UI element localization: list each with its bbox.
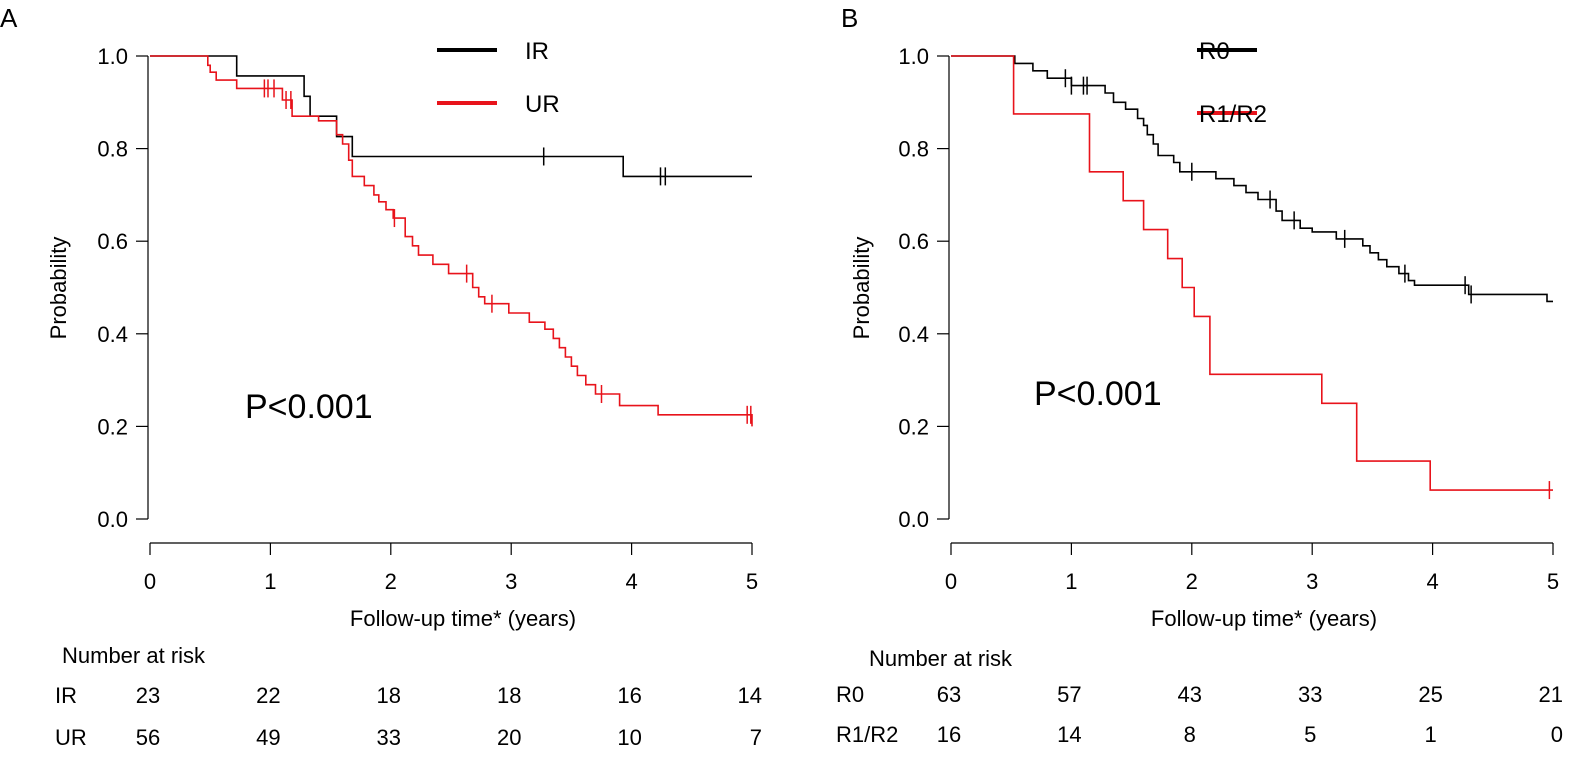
x-tick-label: 4 xyxy=(625,569,637,594)
panel-label: A xyxy=(0,3,18,33)
x-tick-label: 5 xyxy=(746,569,758,594)
x-tick-label: 2 xyxy=(1186,569,1198,594)
km-curve-r1-r2 xyxy=(951,55,1553,491)
risk-count: 16 xyxy=(937,722,961,747)
risk-count: 49 xyxy=(256,725,280,750)
x-tick-label: 5 xyxy=(1547,569,1559,594)
y-tick-label: 1.0 xyxy=(898,44,929,69)
risk-count: 8 xyxy=(1184,722,1196,747)
risk-count: 14 xyxy=(738,683,762,708)
risk-count: 33 xyxy=(377,725,401,750)
risk-count: 63 xyxy=(937,682,961,707)
y-axis-title: Probability xyxy=(849,237,874,340)
km-curve-ir xyxy=(150,55,752,178)
risk-count: 57 xyxy=(1057,682,1081,707)
x-axis-title: Follow-up time* (years) xyxy=(1151,606,1377,631)
y-tick-label: 0.0 xyxy=(898,507,929,532)
risk-row-label: R0 xyxy=(836,682,864,707)
p-value-annotation: P<0.001 xyxy=(1034,375,1162,413)
risk-count: 25 xyxy=(1418,682,1442,707)
y-tick-label: 0.0 xyxy=(97,507,128,532)
x-tick-label: 0 xyxy=(144,569,156,594)
risk-count: 18 xyxy=(377,683,401,708)
x-tick-label: 1 xyxy=(1065,569,1077,594)
x-tick-label: 1 xyxy=(264,569,276,594)
panel-label: B xyxy=(841,3,858,33)
legend-label: R1/R2 xyxy=(1199,101,1267,128)
risk-table-title: Number at risk xyxy=(869,646,1013,671)
risk-count: 23 xyxy=(136,683,160,708)
risk-count: 18 xyxy=(497,683,521,708)
y-tick-label: 0.2 xyxy=(97,414,128,439)
risk-count: 22 xyxy=(256,683,280,708)
risk-count: 10 xyxy=(617,725,641,750)
p-value-annotation: P<0.001 xyxy=(245,388,373,426)
risk-count: 7 xyxy=(750,725,762,750)
risk-count: 5 xyxy=(1304,722,1316,747)
risk-count: 56 xyxy=(136,725,160,750)
x-tick-label: 3 xyxy=(505,569,517,594)
y-tick-label: 0.8 xyxy=(97,137,128,162)
risk-row-label: IR xyxy=(55,683,77,708)
x-tick-label: 4 xyxy=(1426,569,1438,594)
y-tick-label: 0.2 xyxy=(898,414,929,439)
risk-count: 0 xyxy=(1551,722,1563,747)
risk-count: 43 xyxy=(1178,682,1202,707)
y-tick-label: 1.0 xyxy=(97,44,128,69)
y-tick-label: 0.6 xyxy=(898,229,929,254)
km-curve-r0 xyxy=(951,55,1553,303)
legend-label: R0 xyxy=(1199,38,1230,65)
legend-label: UR xyxy=(525,91,560,118)
risk-count: 14 xyxy=(1057,722,1081,747)
risk-row-label: R1/R2 xyxy=(836,722,898,747)
risk-table-title: Number at risk xyxy=(62,643,206,668)
y-tick-label: 0.8 xyxy=(898,137,929,162)
risk-count: 20 xyxy=(497,725,521,750)
risk-count: 16 xyxy=(617,683,641,708)
risk-count: 1 xyxy=(1424,722,1436,747)
x-tick-label: 2 xyxy=(385,569,397,594)
km-curve-ur xyxy=(150,55,753,427)
x-tick-label: 0 xyxy=(945,569,957,594)
y-tick-label: 0.4 xyxy=(898,322,929,347)
risk-count: 33 xyxy=(1298,682,1322,707)
y-axis-title: Probability xyxy=(46,237,71,340)
risk-count: 21 xyxy=(1539,682,1563,707)
legend-label: IR xyxy=(525,38,549,65)
x-axis-title: Follow-up time* (years) xyxy=(350,606,576,631)
risk-row-label: UR xyxy=(55,725,87,750)
y-tick-label: 0.4 xyxy=(97,322,128,347)
x-tick-label: 3 xyxy=(1306,569,1318,594)
y-tick-label: 0.6 xyxy=(97,229,128,254)
